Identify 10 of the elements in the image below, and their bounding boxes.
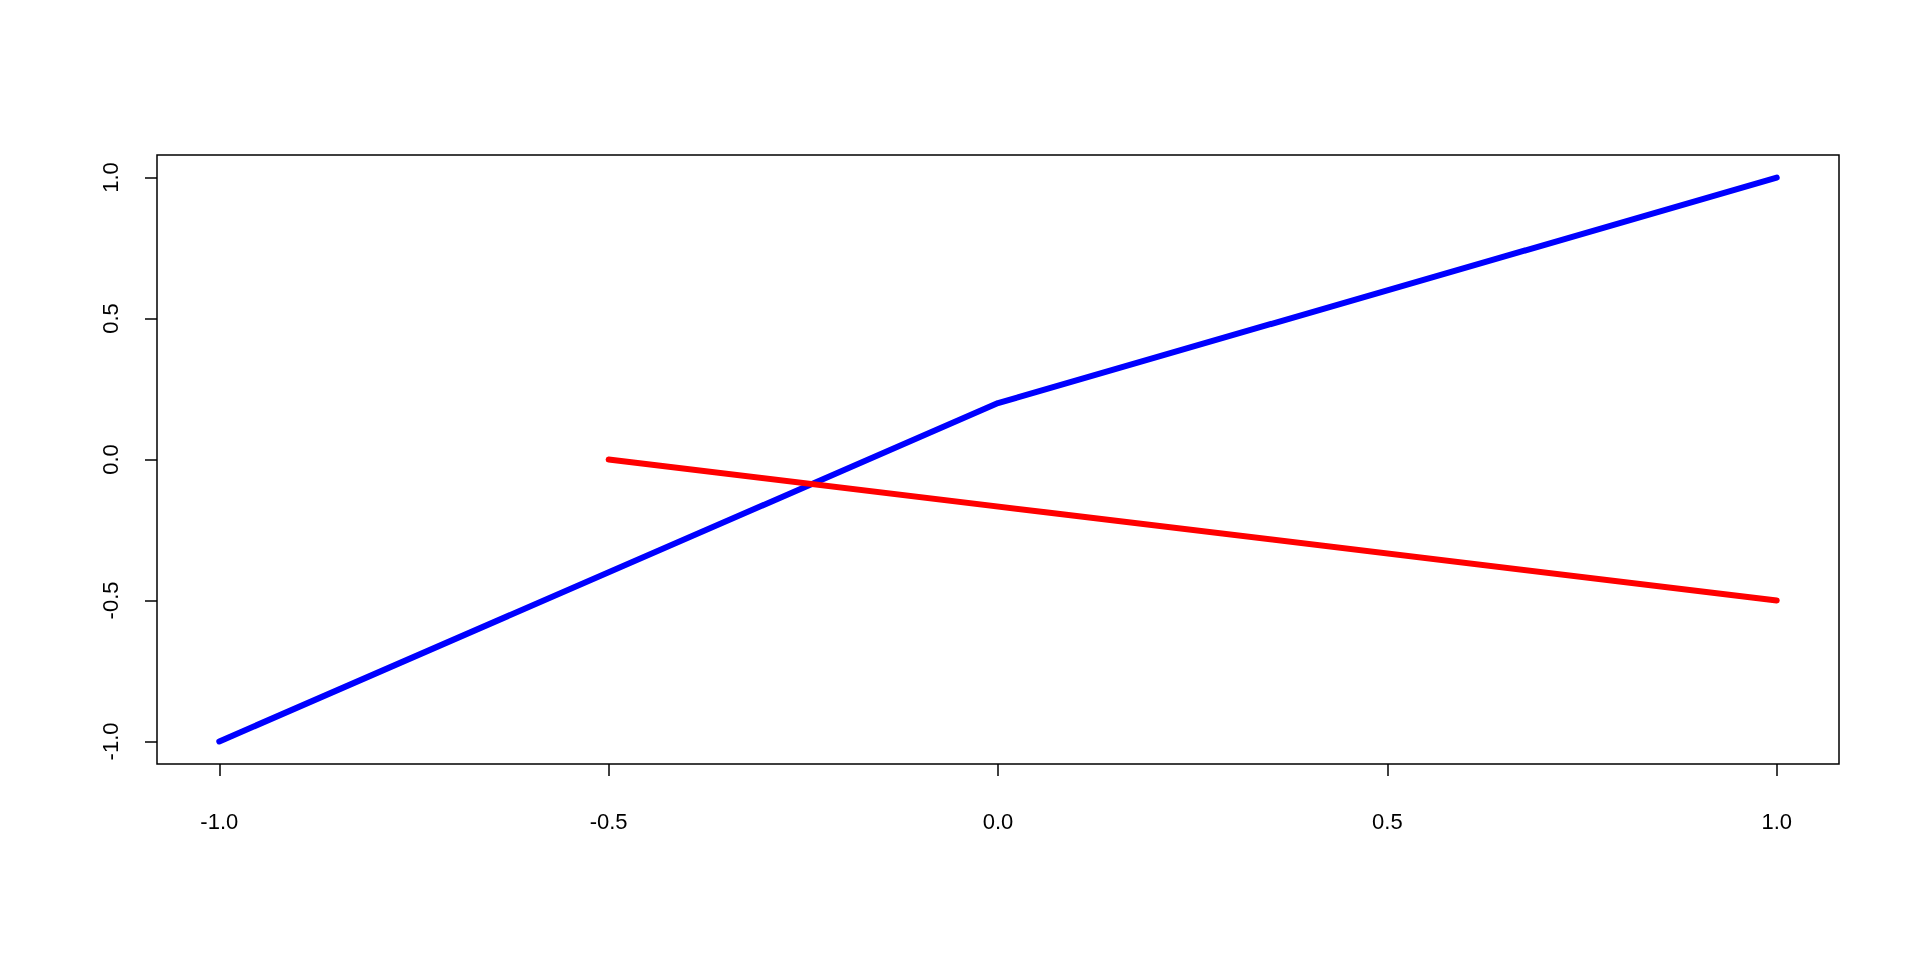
y-tick-label: 0.5 xyxy=(97,303,123,334)
y-tick-label: 0.0 xyxy=(97,444,123,475)
x-tick-label: 0.5 xyxy=(1372,808,1403,834)
x-tick-label: 0.0 xyxy=(982,808,1014,834)
x-tick-label: -0.5 xyxy=(589,808,628,834)
y-tick-label: 1.0 xyxy=(97,162,123,193)
y-tick-label: -1.0 xyxy=(97,722,123,761)
x-tick-label: 1.0 xyxy=(1761,808,1792,834)
x-tick-label: -1.0 xyxy=(200,808,239,834)
y-tick-label: -0.5 xyxy=(97,581,123,620)
